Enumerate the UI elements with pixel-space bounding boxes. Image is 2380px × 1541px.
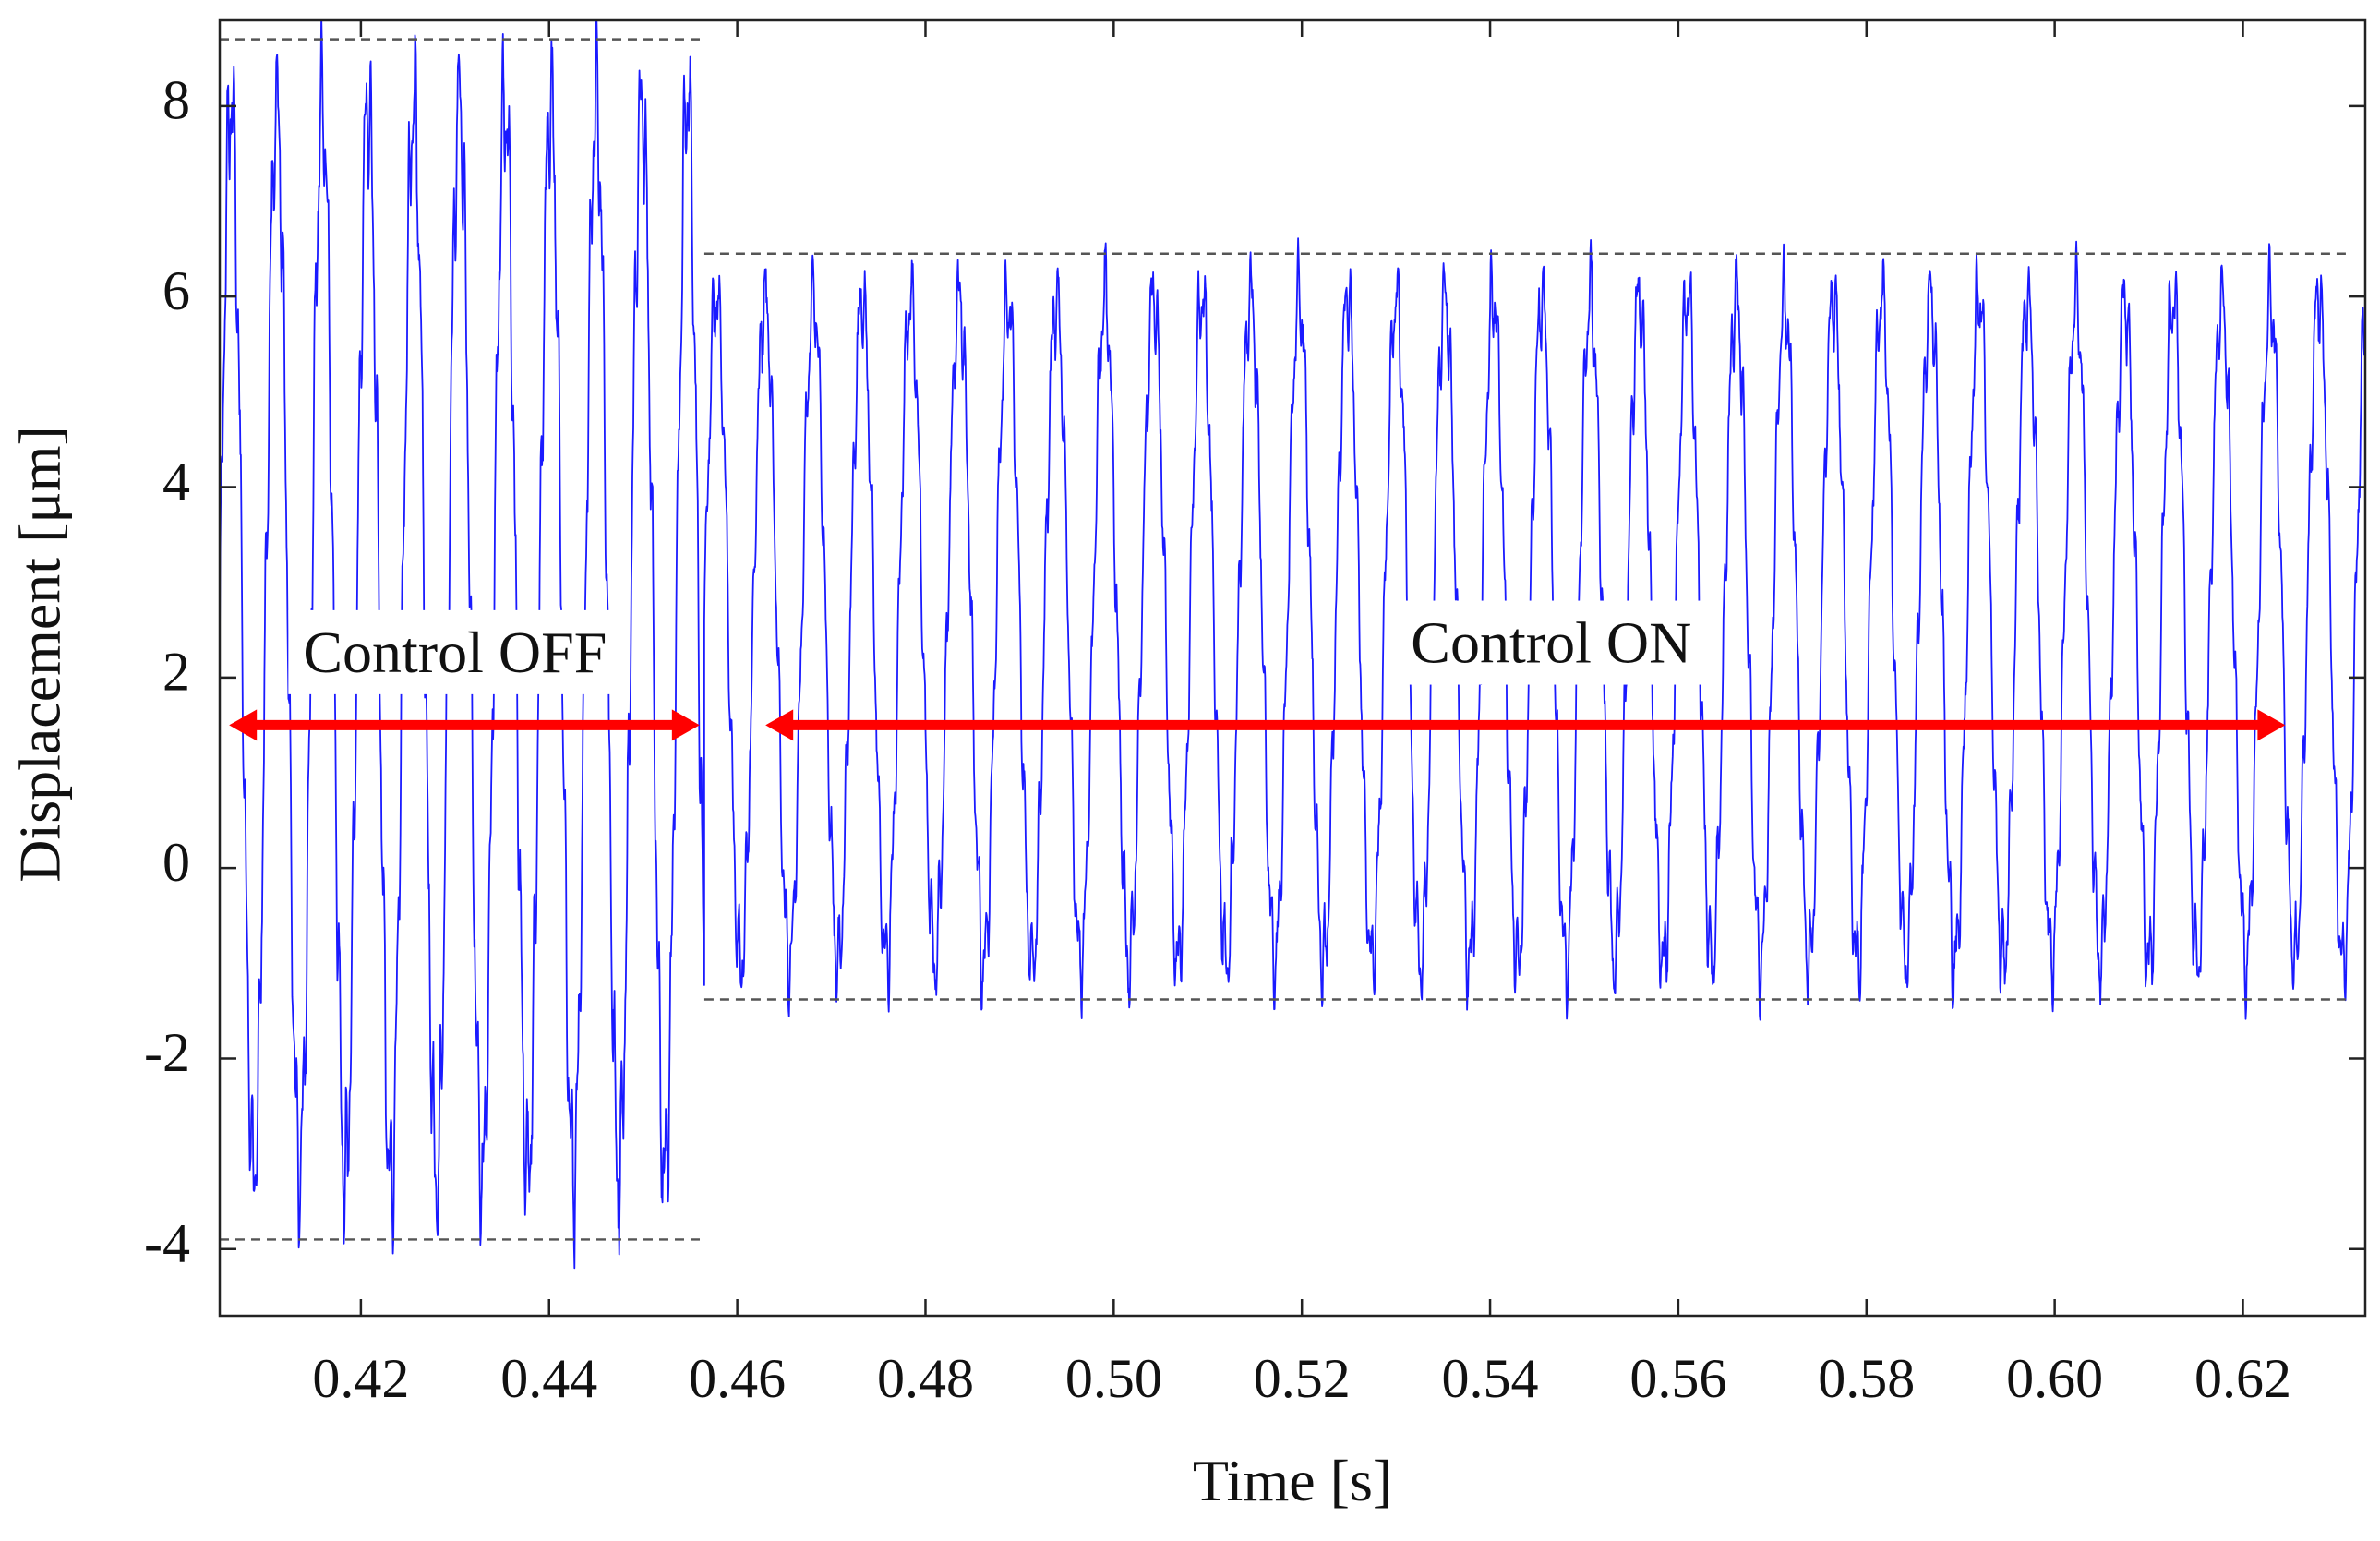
annotation-label-background-1 [1396, 600, 1707, 685]
x-axis-title: Time [s] [1193, 1448, 1392, 1513]
y-tick-label-6: 8 [162, 70, 190, 131]
y-tick-label-4: 4 [162, 451, 190, 512]
x-tick-label-1: 0.44 [500, 1348, 597, 1409]
annotation-arrowhead-left-1 [765, 709, 794, 741]
x-tick-label-6: 0.54 [1442, 1348, 1539, 1409]
reference-lines [220, 38, 2347, 1241]
y-tick-label-1: -2 [144, 1022, 190, 1083]
plot-frame [218, 18, 2367, 1318]
y-tick-label-2: 0 [162, 832, 190, 893]
annotation-arrowhead-right-1 [2257, 709, 2286, 741]
annotations: Control OFF Control ON [229, 600, 2286, 741]
x-tick-label-9: 0.60 [2006, 1348, 2103, 1409]
x-tick-label-2: 0.46 [689, 1348, 786, 1409]
x-tick-label-8: 0.58 [1818, 1348, 1915, 1409]
signal-layer [220, 20, 2365, 1270]
y-axis-title: Displacement [μm] [7, 426, 73, 883]
signal-line-0 [220, 20, 2365, 1270]
annotation-arrowhead-left-0 [229, 709, 258, 741]
annotation-arrowhead-right-0 [671, 709, 700, 741]
y-tick-label-0: -4 [144, 1213, 190, 1274]
annotation-label-1: Control ON [1411, 610, 1691, 676]
y-tick-label-3: 2 [162, 642, 190, 703]
x-tick-label-3: 0.48 [877, 1348, 974, 1409]
axis-ticks: 0.42 0.44 0.46 0.48 0.50 0.52 0.54 0.56 0.58 0.60… [144, 20, 2365, 1409]
annotation-label-0: Control OFF [303, 620, 607, 685]
x-tick-label-5: 0.52 [1254, 1348, 1351, 1409]
x-tick-label-10: 0.62 [2194, 1348, 2291, 1409]
x-tick-label-4: 0.50 [1065, 1348, 1162, 1409]
x-tick-label-0: 0.42 [312, 1348, 409, 1409]
annotation-label-background-0 [288, 609, 622, 694]
y-tick-label-5: 6 [162, 260, 190, 321]
x-tick-label-7: 0.56 [1629, 1348, 1726, 1409]
